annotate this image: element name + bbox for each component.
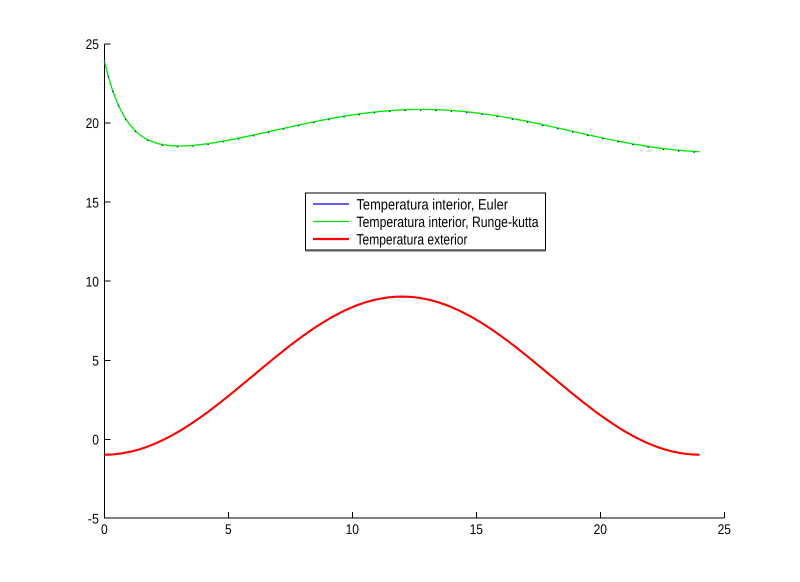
svg-text:20: 20 bbox=[86, 115, 100, 131]
svg-text:25: 25 bbox=[718, 521, 732, 537]
svg-text:Temperatura interior, Euler: Temperatura interior, Euler bbox=[357, 197, 509, 214]
svg-text:-5: -5 bbox=[88, 510, 99, 526]
svg-text:Temperatura exterior: Temperatura exterior bbox=[357, 232, 468, 249]
svg-text:Temperatura interior, Runge-ku: Temperatura interior, Runge-kutta bbox=[357, 214, 540, 231]
svg-text:10: 10 bbox=[346, 521, 360, 537]
svg-text:25: 25 bbox=[86, 36, 100, 52]
svg-text:20: 20 bbox=[594, 521, 608, 537]
svg-text:5: 5 bbox=[225, 521, 232, 537]
svg-text:10: 10 bbox=[86, 273, 100, 289]
svg-text:5: 5 bbox=[92, 352, 99, 368]
svg-text:0: 0 bbox=[92, 431, 99, 447]
svg-text:0: 0 bbox=[101, 521, 108, 537]
svg-text:15: 15 bbox=[470, 521, 484, 537]
svg-text:15: 15 bbox=[86, 194, 100, 210]
